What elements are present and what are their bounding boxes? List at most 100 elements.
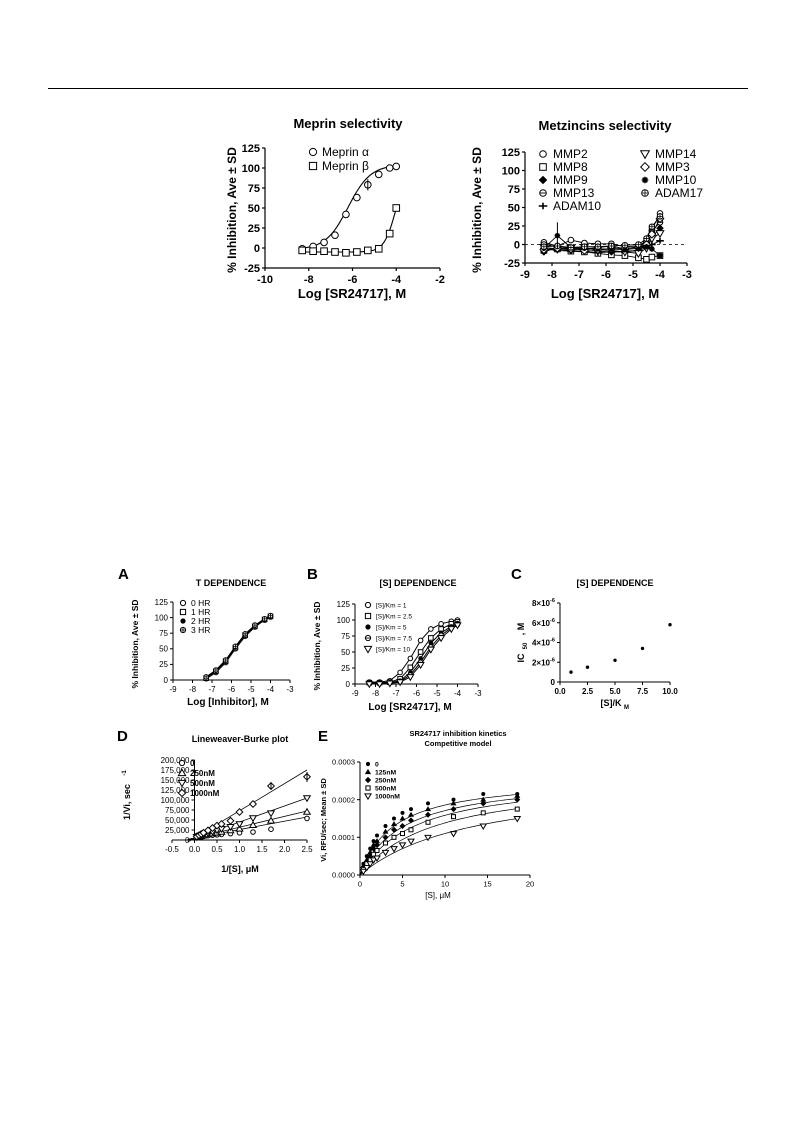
data-point <box>366 861 375 868</box>
data-point <box>643 256 650 263</box>
legend-marker <box>177 779 187 788</box>
data-point <box>585 665 590 669</box>
data-point <box>428 640 434 646</box>
data-point <box>400 810 405 815</box>
y-tick-label: 150,000 <box>161 776 190 785</box>
legend-label: ADAM17 <box>655 186 703 200</box>
legend-label: 125nM <box>375 770 396 777</box>
data-point <box>621 241 629 249</box>
data-point <box>480 810 486 816</box>
legend-marker <box>538 175 548 185</box>
inhibition-kinetics-chart: 0 5 10 15 20 0.0000 0.0001 0.0002 0.0003 SR24717 … <box>319 729 534 900</box>
data-point <box>399 815 406 821</box>
data-point <box>409 807 413 812</box>
data-point <box>391 821 397 827</box>
legend-label: 250nM <box>375 778 396 785</box>
data-point <box>425 806 431 812</box>
data-point <box>242 631 248 637</box>
legend-label: [S]/Km = 1 <box>376 603 407 610</box>
legend-marker <box>364 634 372 642</box>
x-tick-label: 15 <box>483 880 491 889</box>
data-point <box>267 612 274 619</box>
data-point <box>424 834 432 842</box>
x-tick-label: -4 <box>454 689 462 698</box>
data-point <box>248 815 258 823</box>
y-tick-label: 50 <box>159 645 168 654</box>
x-axis-label: 1/[S], μM <box>221 864 259 874</box>
legend-marker <box>308 161 318 171</box>
x-tick-label: -6 <box>601 269 611 281</box>
data-point <box>320 238 328 247</box>
legend-marker <box>177 768 187 777</box>
x-tick-label: 2.5 <box>301 845 313 854</box>
data-point <box>514 796 521 803</box>
fit-curve <box>369 624 458 685</box>
legend-marker <box>179 608 187 616</box>
data-point <box>374 841 380 848</box>
x-tick-label: 0.0 <box>554 687 566 696</box>
data-point <box>342 249 350 257</box>
y-tick-label: 25,000 <box>165 826 190 835</box>
y-tick-label: 125,000 <box>161 786 190 795</box>
x-tick-label: -8 <box>189 685 197 694</box>
legend-label: 0 <box>190 759 195 768</box>
data-point <box>353 193 361 202</box>
data-point <box>309 247 317 255</box>
y-tick-label: 0.0001 <box>332 833 355 842</box>
data-point <box>622 246 628 253</box>
data-point <box>302 807 312 815</box>
data-point <box>248 799 258 809</box>
data-point <box>382 828 389 834</box>
data-point <box>298 246 306 255</box>
data-point <box>342 210 350 219</box>
x-tick-label: 7.5 <box>637 687 649 696</box>
data-point <box>331 231 339 239</box>
data-point <box>608 242 615 250</box>
x-tick-label: -9 <box>169 685 177 694</box>
data-point <box>451 814 456 820</box>
x-axis-label: Log [SR24717], M <box>368 702 451 713</box>
data-point <box>304 815 310 822</box>
x-axis-label: Log [Inhibitor], M <box>187 697 269 708</box>
legend-label: 0 <box>375 762 379 769</box>
data-point <box>375 833 379 838</box>
data-point <box>428 635 434 641</box>
x-tick-label: -5 <box>433 689 441 698</box>
legend-marker <box>639 150 651 160</box>
legend-marker <box>639 161 651 173</box>
y-tick-label: 0 <box>346 680 351 689</box>
x-tick-label: 10 <box>441 880 449 889</box>
x-tick-label: -6 <box>228 685 236 694</box>
y-axis-label: % Inhibition, Ave ± SD <box>130 599 140 688</box>
legend-marker <box>539 163 547 171</box>
y-tick-label: -25 <box>504 258 520 270</box>
y-axis-label: % Inhibition, Ave ± SD <box>470 147 484 273</box>
x-tick-label: -5 <box>247 685 255 694</box>
data-point <box>320 247 328 255</box>
legend-label: Meprin β <box>322 159 369 173</box>
data-point <box>369 857 378 864</box>
legend-label: [S]/Km = 7.5 <box>376 636 412 643</box>
x-axis-label-subscript: M <box>624 705 629 711</box>
data-point <box>514 806 520 812</box>
data-point <box>428 626 434 632</box>
panel-letter-a: A <box>118 566 129 583</box>
y-axis-label: 1/Vi, sec <box>122 784 132 820</box>
series-250nm <box>187 807 312 841</box>
x-axis-label: [S], μM <box>425 891 451 900</box>
data-point <box>514 792 521 798</box>
series-meprin-beta <box>298 204 401 257</box>
data-point <box>364 246 372 255</box>
data-point <box>368 846 373 851</box>
x-tick-label: -7 <box>392 689 400 698</box>
data-point <box>407 664 414 671</box>
legend-marker <box>180 618 186 624</box>
data-point <box>373 855 381 863</box>
data-point <box>381 849 390 857</box>
legend-label: MMP13 <box>553 186 595 200</box>
data-point <box>648 253 656 261</box>
y-tick-label: 100 <box>337 616 351 625</box>
data-point <box>362 864 371 872</box>
y-axis-label: Vi, RFU/sec; Mean ± SD <box>319 778 328 862</box>
x-tick-label: -0.5 <box>165 845 179 854</box>
